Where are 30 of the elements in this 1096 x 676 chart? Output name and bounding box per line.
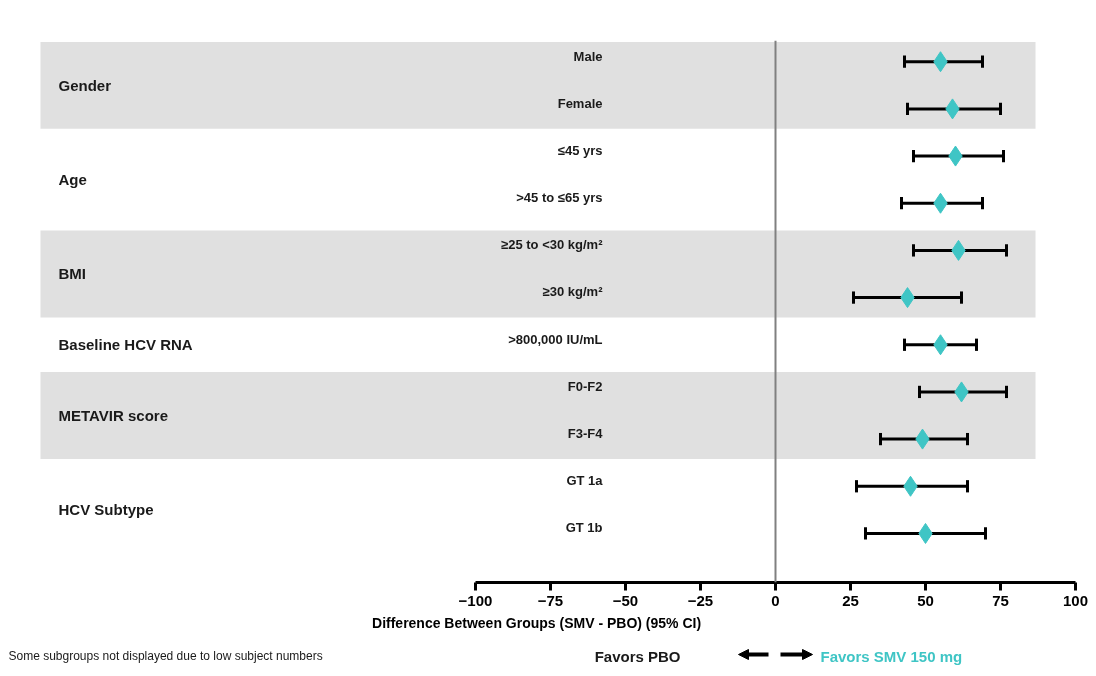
- band-label: Gender: [58, 76, 112, 94]
- band-label: BMI: [58, 265, 86, 283]
- x-tick-label: 0: [771, 591, 780, 609]
- y-tick-label: Male: [573, 48, 603, 64]
- band-label: METAVIR score: [58, 407, 168, 425]
- x-tick-label: 50: [917, 591, 934, 609]
- y-tick-label: GT 1a: [566, 473, 604, 489]
- x-tick-label: −100: [458, 591, 493, 609]
- y-tick-label: >45 to ≤65 yrs: [516, 190, 603, 206]
- y-tick-label: ≤45 yrs: [557, 142, 603, 158]
- text: Age: [58, 171, 87, 189]
- x-tick-label: 75: [992, 591, 1009, 609]
- x-tick-label: −75: [537, 591, 564, 609]
- x-tick-label: −50: [612, 591, 639, 609]
- y-tick-label: >800,000 IU/mL: [508, 331, 603, 347]
- y-tick-label: Female: [557, 95, 603, 111]
- y-tick-label: F3-F4: [567, 425, 604, 441]
- text: Favors SMV 150 mg: [820, 647, 963, 665]
- y-tick-label: F0-F2: [567, 378, 603, 394]
- y-tick-label: ≥25 to <30 kg/m²: [501, 237, 604, 253]
- x-axis-title: Difference Between Groups (SMV - PBO) (95% CI): [372, 614, 702, 631]
- y-tick-label: ≥30 kg/m²: [542, 284, 604, 300]
- text: Favors PBO: [594, 647, 681, 665]
- text: Baseline HCV RNA: [58, 336, 193, 354]
- y-tick-label: GT 1b: [565, 520, 603, 536]
- x-tick-label: 100: [1062, 591, 1089, 609]
- text: HCV Subtype: [58, 501, 154, 519]
- x-tick-label: 25: [842, 591, 859, 609]
- x-tick-label: −25: [687, 591, 714, 609]
- text: Some subgroups not displayed due to low subject numbers: [8, 649, 323, 664]
